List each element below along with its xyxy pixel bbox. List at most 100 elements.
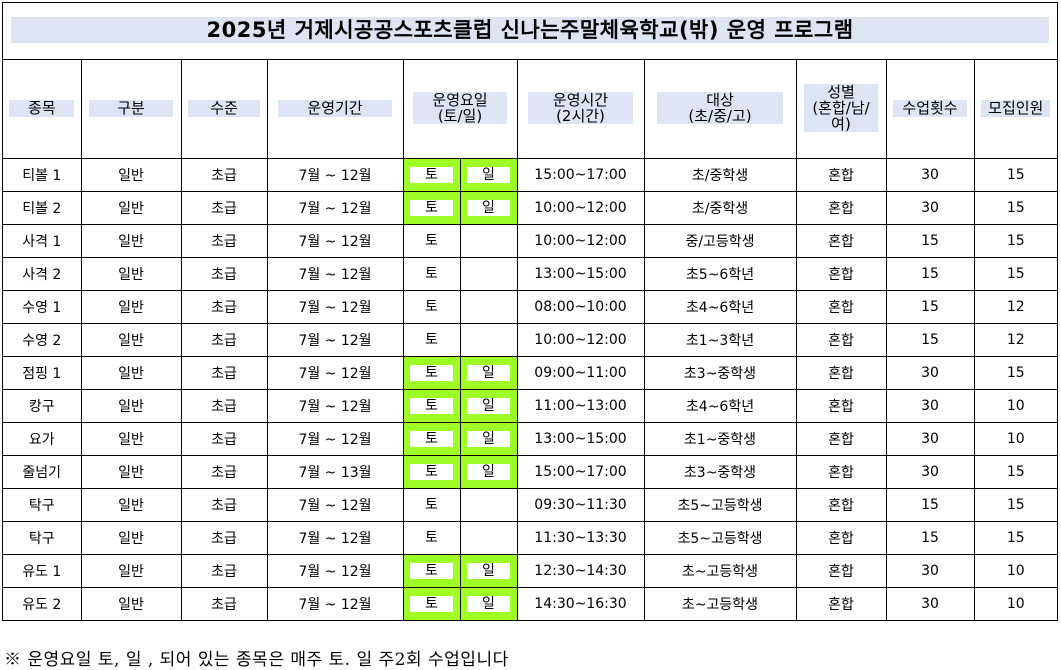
target-cell: 초1~3학년 bbox=[643, 323, 797, 357]
category-cell: 일반 bbox=[80, 389, 182, 423]
capacity-cell: 10 bbox=[973, 389, 1057, 423]
capacity-cell: 12 bbox=[973, 290, 1057, 324]
level-cell: 초급 bbox=[180, 224, 268, 258]
target-cell: 초4~6학년 bbox=[643, 389, 797, 423]
gender-cell: 혼합 bbox=[795, 290, 887, 324]
gender-cell: 혼합 bbox=[795, 422, 887, 456]
saturday-label: 토 bbox=[410, 398, 453, 414]
period-cell: 7월 ~ 12월 bbox=[266, 587, 404, 620]
table-row: 유도 2 일반 초급 7월 ~ 12월 토 일 14:30~16:30 초~고등학생 혼합 30 1… bbox=[3, 587, 1057, 620]
table-row: 티볼 2 일반 초급 7월 ~ 12월 토 일 10:00~12:00 초/중학생 혼합 30 15 bbox=[3, 191, 1057, 225]
sunday-label: 일 bbox=[467, 431, 510, 447]
sunday-label: 일 bbox=[467, 200, 510, 216]
sessions-cell: 15 bbox=[885, 488, 975, 522]
capacity-cell: 12 bbox=[973, 323, 1057, 357]
gender-cell: 혼합 bbox=[795, 455, 887, 489]
level-cell: 초급 bbox=[180, 587, 268, 620]
gender-cell: 혼합 bbox=[795, 554, 887, 588]
saturday-label: 토 bbox=[410, 365, 453, 381]
saturday-cell: 토 bbox=[404, 357, 460, 389]
table-row: 탁구 일반 초급 7월 ~ 12월 토 09:30~11:30 초5~고등학생 혼합 15 15 bbox=[3, 488, 1057, 522]
saturday-cell: 토 bbox=[404, 292, 460, 323]
saturday-label: 토 bbox=[425, 530, 438, 546]
level-cell: 초급 bbox=[180, 323, 268, 357]
period-cell: 7월 ~ 12월 bbox=[266, 521, 404, 555]
sessions-cell: 30 bbox=[885, 554, 975, 588]
header-sport: 종목 bbox=[3, 59, 82, 159]
saturday-label: 토 bbox=[425, 233, 438, 249]
period-cell: 7월 ~ 12월 bbox=[266, 257, 404, 291]
table-row: 줄넘기 일반 초급 7월 ~ 13월 토 일 15:00~17:00 초3~중학생 혼합 30 15 bbox=[3, 455, 1057, 489]
sport-cell: 티볼 1 bbox=[3, 158, 82, 192]
level-cell: 초급 bbox=[180, 257, 268, 291]
target-cell: 초/중학생 bbox=[643, 158, 797, 192]
category-cell: 일반 bbox=[80, 191, 182, 225]
sunday-cell: 일 bbox=[459, 192, 516, 224]
sport-cell: 사격 1 bbox=[3, 224, 82, 258]
sessions-cell: 30 bbox=[885, 158, 975, 192]
header-gender: 성별 (혼합/남/여) bbox=[795, 59, 887, 159]
sessions-cell: 30 bbox=[885, 191, 975, 225]
period-cell: 7월 ~ 12월 bbox=[266, 389, 404, 423]
time-cell: 08:00~10:00 bbox=[516, 290, 645, 324]
category-cell: 일반 bbox=[80, 224, 182, 258]
capacity-cell: 15 bbox=[973, 257, 1057, 291]
program-sheet: 2025년 거제시공공스포츠클럽 신나는주말체육학교(밖) 운영 프로그램 종목… bbox=[2, 2, 1058, 621]
title-row: 2025년 거제시공공스포츠클럽 신나는주말체육학교(밖) 운영 프로그램 bbox=[3, 3, 1057, 60]
target-cell: 초3~중학생 bbox=[643, 356, 797, 390]
capacity-cell: 15 bbox=[973, 488, 1057, 522]
sunday-label: 일 bbox=[467, 167, 510, 183]
saturday-cell: 토 bbox=[404, 159, 460, 191]
sessions-cell: 30 bbox=[885, 389, 975, 423]
period-cell: 7월 ~ 12월 bbox=[266, 356, 404, 390]
header-level: 수준 bbox=[180, 59, 268, 159]
target-cell: 초~고등학생 bbox=[643, 587, 797, 620]
category-cell: 일반 bbox=[80, 521, 182, 555]
target-cell: 초5~고등학생 bbox=[643, 521, 797, 555]
capacity-cell: 15 bbox=[973, 158, 1057, 192]
sunday-label: 일 bbox=[467, 464, 510, 480]
gender-cell: 혼합 bbox=[795, 521, 887, 555]
level-cell: 초급 bbox=[180, 554, 268, 588]
sunday-cell bbox=[459, 489, 517, 521]
sunday-label: 일 bbox=[467, 596, 510, 612]
sport-cell: 탁구 bbox=[3, 488, 82, 522]
category-cell: 일반 bbox=[80, 455, 182, 489]
level-cell: 초급 bbox=[180, 290, 268, 324]
category-cell: 일반 bbox=[80, 422, 182, 456]
period-cell: 7월 ~ 12월 bbox=[266, 488, 404, 522]
gender-cell: 혼합 bbox=[795, 323, 887, 357]
sessions-cell: 15 bbox=[885, 521, 975, 555]
time-cell: 10:00~12:00 bbox=[516, 323, 645, 357]
sport-cell: 티볼 2 bbox=[3, 191, 82, 225]
time-cell: 09:00~11:00 bbox=[516, 356, 645, 390]
time-cell: 13:00~15:00 bbox=[516, 257, 645, 291]
period-cell: 7월 ~ 12월 bbox=[266, 224, 404, 258]
header-category: 구분 bbox=[80, 59, 182, 159]
time-cell: 10:00~12:00 bbox=[516, 224, 645, 258]
saturday-cell: 토 bbox=[404, 588, 460, 620]
sport-cell: 줄넘기 bbox=[3, 455, 82, 489]
level-cell: 초급 bbox=[180, 356, 268, 390]
capacity-cell: 10 bbox=[973, 554, 1057, 588]
header-time: 운영시간 (2시간) bbox=[516, 59, 645, 159]
target-cell: 초5~고등학생 bbox=[643, 488, 797, 522]
sport-cell: 수영 2 bbox=[3, 323, 82, 357]
saturday-label: 토 bbox=[425, 299, 438, 315]
days-cell: 토 bbox=[402, 488, 518, 522]
header-row: 종목 구분 수준 운영기간 운영요일 (토/일) 운영시간 (2시간) 대상 (초/중… bbox=[3, 59, 1057, 159]
time-cell: 15:00~17:00 bbox=[516, 455, 645, 489]
target-cell: 초4~6학년 bbox=[643, 290, 797, 324]
saturday-label: 토 bbox=[425, 332, 438, 348]
capacity-cell: 15 bbox=[973, 521, 1057, 555]
table-row: 수영 1 일반 초급 7월 ~ 12월 토 08:00~10:00 초4~6학년 혼합 15 12 bbox=[3, 290, 1057, 324]
time-cell: 12:30~14:30 bbox=[516, 554, 645, 588]
gender-cell: 혼합 bbox=[795, 488, 887, 522]
header-days: 운영요일 (토/일) bbox=[402, 59, 518, 159]
table-row: 수영 2 일반 초급 7월 ~ 12월 토 10:00~12:00 초1~3학년 혼합 15 12 bbox=[3, 323, 1057, 357]
period-cell: 7월 ~ 12월 bbox=[266, 323, 404, 357]
category-cell: 일반 bbox=[80, 554, 182, 588]
